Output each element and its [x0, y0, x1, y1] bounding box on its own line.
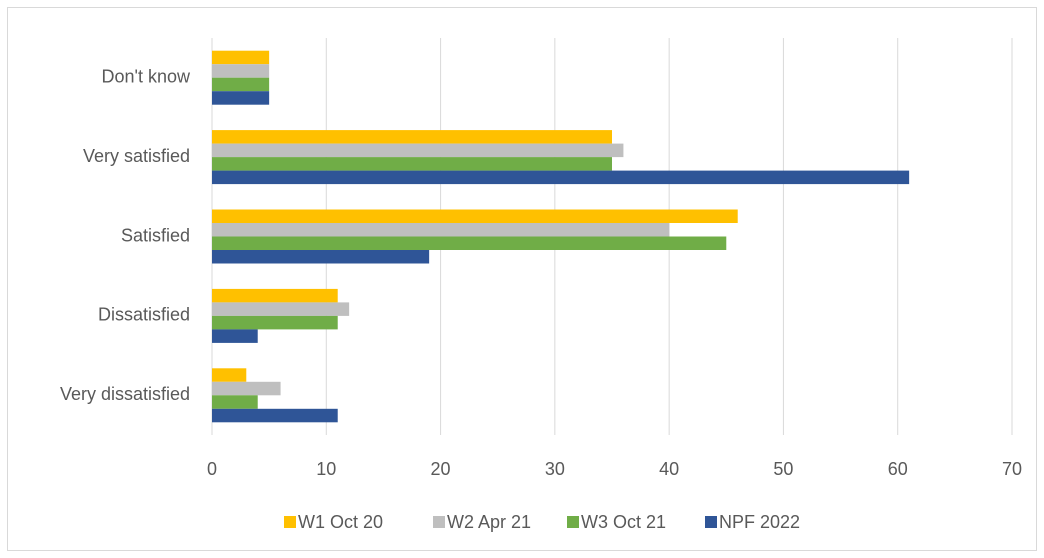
- bar: [212, 395, 258, 409]
- bar: [212, 157, 612, 171]
- x-tick-label: 70: [1002, 459, 1022, 479]
- bar: [212, 130, 612, 144]
- bar: [212, 91, 270, 105]
- bar: [212, 209, 738, 223]
- bar: [212, 329, 258, 343]
- x-tick-label: 30: [545, 459, 565, 479]
- category-label: Don't know: [102, 66, 191, 86]
- bar: [212, 77, 270, 92]
- x-tick-label: 20: [431, 459, 451, 479]
- bar: [212, 381, 281, 396]
- legend-label: W1 Oct 20: [298, 512, 383, 532]
- bar: [212, 143, 624, 158]
- bar: [212, 236, 727, 250]
- bar: [212, 302, 350, 316]
- legend-swatch: [567, 516, 579, 528]
- category-label: Very dissatisfied: [60, 384, 190, 404]
- bar: [212, 288, 338, 303]
- x-tick-label: 0: [207, 459, 217, 479]
- chart-frame: [7, 7, 1037, 551]
- bar: [212, 64, 270, 78]
- legend-label: W2 Apr 21: [447, 512, 531, 532]
- bar: [212, 250, 430, 264]
- legend-swatch: [705, 516, 717, 528]
- bar: [212, 408, 338, 423]
- category-label: Satisfied: [121, 225, 190, 245]
- legend-swatch: [284, 516, 296, 528]
- legend-swatch: [433, 516, 445, 528]
- x-tick-label: 10: [316, 459, 336, 479]
- x-tick-label: 60: [888, 459, 908, 479]
- category-label: Very satisfied: [83, 146, 190, 166]
- bar: [212, 368, 247, 382]
- legend-label: W3 Oct 21: [581, 512, 666, 532]
- legend-label: NPF 2022: [719, 512, 800, 532]
- bar: [212, 223, 670, 237]
- x-tick-label: 50: [773, 459, 793, 479]
- x-tick-label: 40: [659, 459, 679, 479]
- category-label: Dissatisfied: [98, 305, 190, 325]
- bar: [212, 50, 270, 65]
- bar: [212, 315, 338, 330]
- bar: [212, 170, 910, 185]
